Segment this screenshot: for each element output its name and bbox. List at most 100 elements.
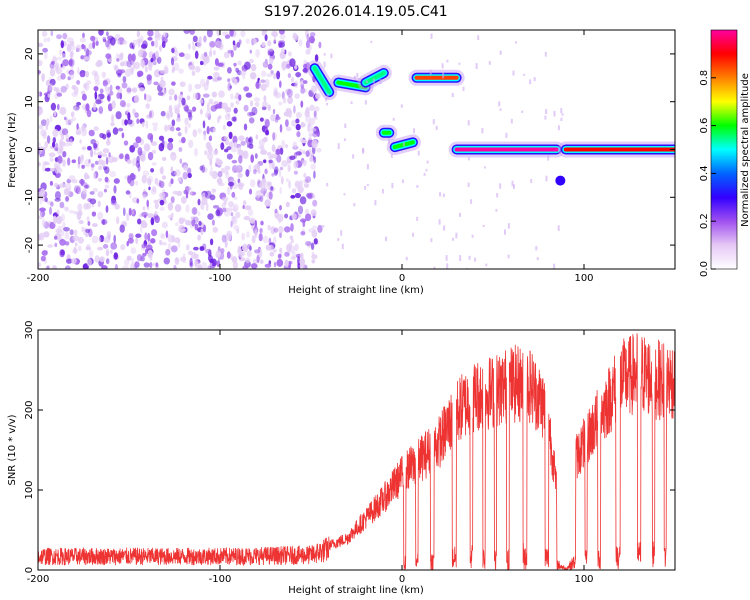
noise-blob [223, 51, 230, 59]
noise-blob [104, 85, 108, 93]
noise-blob [255, 48, 260, 58]
noise-blob [38, 42, 44, 48]
noise-blob [123, 207, 126, 216]
noise-blob [135, 136, 142, 144]
noise-blob [258, 233, 263, 242]
noise-blob [180, 196, 187, 204]
noise-blob [293, 105, 296, 114]
noise-blob [109, 37, 116, 46]
noise-blob [268, 191, 273, 200]
noise-blob [141, 211, 148, 217]
noise-blob [208, 135, 213, 142]
noise-blob [197, 128, 202, 134]
noise-blob [224, 170, 229, 175]
noise-streak [467, 120, 470, 126]
noise-blob [49, 115, 53, 123]
noise-blob [65, 133, 69, 141]
noise-blob [97, 246, 104, 251]
noise-blob [146, 74, 152, 81]
noise-blob [307, 123, 311, 128]
noise-blob [305, 40, 310, 49]
y-tick-label: -20 [24, 237, 35, 253]
noise-blob [284, 259, 289, 268]
noise-blob [115, 33, 121, 39]
noise-streak [499, 183, 502, 189]
noise-streak [442, 72, 445, 79]
noise-blob [188, 43, 191, 50]
noise-blob [81, 43, 85, 50]
noise-blob [174, 169, 181, 177]
noise-blob [174, 107, 180, 115]
noise-blob [279, 205, 282, 211]
noise-blob [313, 156, 317, 164]
noise-blob [134, 94, 140, 104]
noise-blob [218, 115, 222, 120]
noise-blob [77, 185, 82, 194]
noise-blob [162, 175, 166, 180]
noise-blob [292, 141, 297, 149]
noise-blob [270, 114, 277, 122]
noise-blob [77, 203, 83, 212]
noise-streak [475, 63, 478, 69]
noise-blob [117, 73, 122, 78]
noise-blob [99, 132, 105, 139]
noise-blob [129, 66, 134, 72]
noise-blob [185, 191, 189, 199]
noise-blob [278, 42, 285, 48]
noise-streak [343, 193, 346, 196]
spectrogram-x-label: Height of straight line (km) [288, 285, 424, 296]
noise-blob [56, 92, 62, 97]
noise-blob [54, 242, 58, 248]
noise-blob [230, 221, 233, 228]
noise-blob [230, 102, 234, 108]
noise-blob [300, 218, 307, 223]
noise-blob [154, 69, 161, 78]
noise-blob [152, 262, 156, 267]
noise-blob [38, 262, 41, 268]
noise-blob [154, 40, 159, 48]
noise-blob [136, 30, 141, 38]
noise-blob [136, 198, 140, 204]
noise-blob [198, 220, 202, 226]
noise-blob [117, 40, 120, 45]
noise-blob [76, 123, 79, 130]
noise-blob [253, 169, 257, 175]
noise-blob [242, 243, 248, 249]
figure-title: S197.2026.014.19.05.C41 [264, 4, 447, 20]
noise-blob [290, 223, 294, 232]
noise-blob [268, 159, 273, 164]
noise-streak [400, 104, 403, 108]
noise-streak [353, 203, 356, 207]
noise-blob [202, 167, 208, 173]
noise-blob [56, 56, 63, 61]
noise-blob [264, 34, 268, 42]
colorbar-ticks: 0.0 0.2 0.4 0.6 0.8 [699, 70, 716, 277]
noise-blob [66, 43, 72, 52]
noise-blob [79, 139, 82, 144]
noise-streak [364, 100, 367, 105]
noise-blob [170, 178, 174, 185]
noise-blob [60, 73, 66, 80]
noise-blob [179, 81, 186, 87]
noise-blob [95, 99, 102, 105]
noise-blob [141, 150, 147, 156]
noise-blob [267, 181, 272, 187]
noise-blob [248, 188, 253, 195]
noise-blob [205, 248, 212, 254]
noise-blob [300, 231, 306, 236]
noise-blob [59, 201, 65, 209]
noise-blob [63, 188, 69, 196]
noise-blob [277, 213, 284, 222]
noise-blob [295, 181, 301, 189]
noise-blob [305, 213, 312, 222]
noise-blob [64, 231, 70, 240]
noise-blob [146, 244, 153, 251]
noise-streak [557, 125, 560, 131]
noise-blob [224, 239, 228, 248]
noise-blob [142, 206, 146, 211]
noise-blob [216, 177, 223, 185]
noise-blob [86, 216, 90, 222]
noise-streak [499, 50, 502, 55]
noise-streak [442, 193, 445, 198]
noise-blob [221, 102, 228, 110]
